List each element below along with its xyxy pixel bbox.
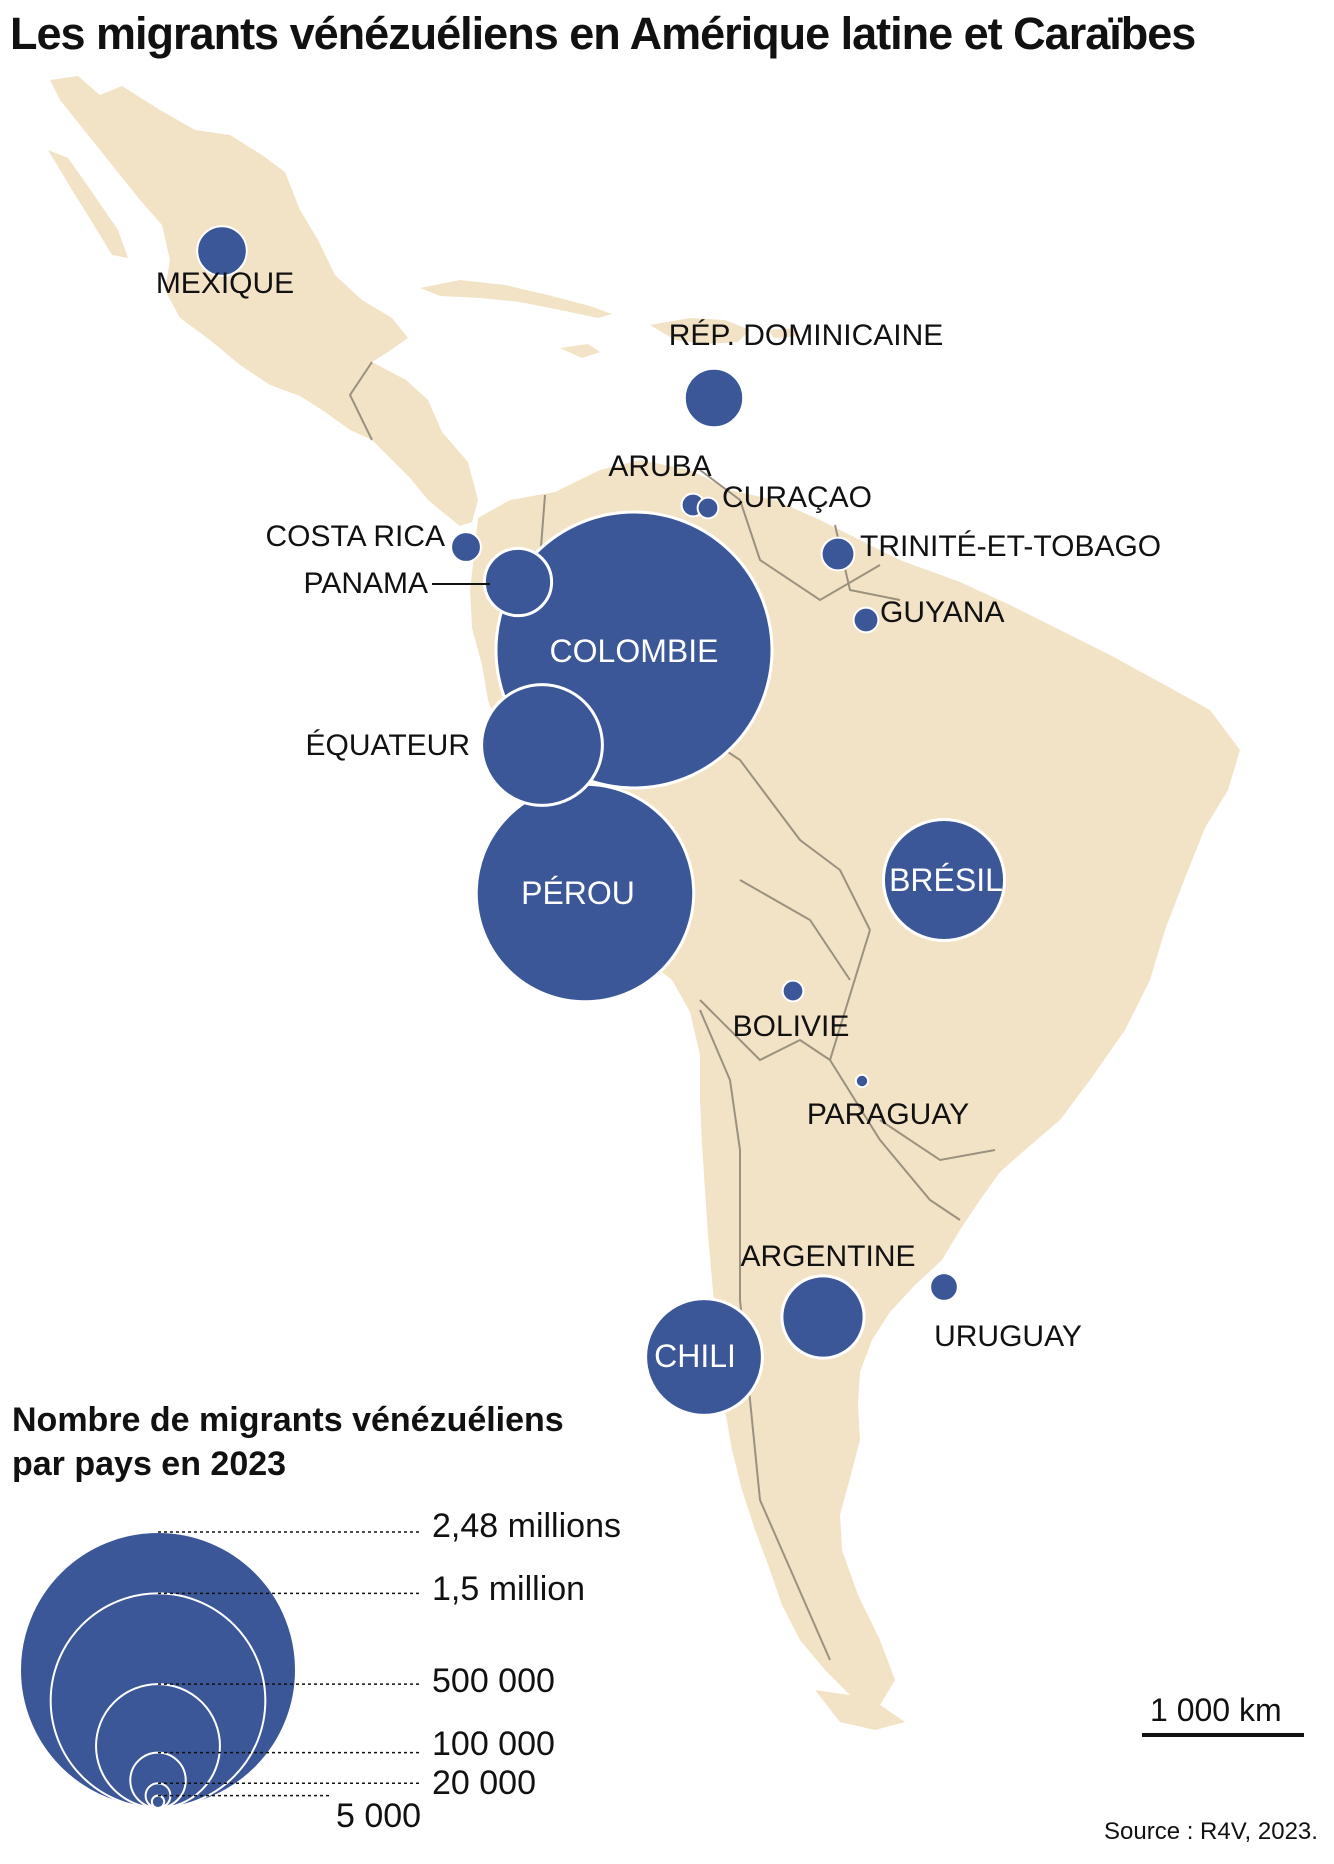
trinite-et-tobago-label: TRINITÉ-ET-TOBAGO	[860, 530, 1161, 563]
land-tierra-del-fuego	[815, 1690, 905, 1730]
guyana-bubble	[852, 606, 880, 634]
equateur-label: ÉQUATEUR	[306, 729, 470, 762]
scale-label: 1 000 km	[1150, 1692, 1282, 1728]
legend-label: 20 000	[432, 1764, 536, 1802]
map-title: Les migrants vénézuéliens en Amérique la…	[10, 8, 1196, 59]
curacao-label: CURAÇAO	[722, 481, 872, 514]
land-cuba	[420, 280, 612, 318]
chili-bubble	[644, 1297, 764, 1417]
land-hispaniola	[650, 318, 750, 344]
uruguay-label: URUGUAY	[934, 1320, 1082, 1353]
equateur-bubble	[480, 683, 604, 807]
border-line	[699, 929, 871, 1062]
land-jamaica	[560, 344, 600, 358]
costa-rica-bubble	[450, 531, 482, 563]
bresil-label: BRÉSIL	[889, 862, 1003, 898]
legend-label: 2,48 millions	[432, 1507, 621, 1545]
argentine-bubble	[780, 1274, 866, 1360]
guyana-label: GUYANA	[880, 596, 1004, 629]
legend-title-line2: par pays en 2023	[12, 1445, 287, 1483]
rep-dominicaine-label: RÉP. DOMINICAINE	[669, 319, 944, 352]
perou-label: PÉROU	[521, 875, 635, 911]
legend-label: 5 000	[336, 1797, 421, 1835]
mexique-label: MEXIQUE	[156, 267, 294, 300]
aruba-label: ARUBA	[608, 450, 711, 483]
bolivie-bubble	[781, 979, 805, 1003]
legend-label: 1,5 million	[432, 1570, 585, 1608]
argentine-label: ARGENTINE	[740, 1240, 915, 1273]
border-line	[699, 469, 881, 602]
land-north-central-america	[50, 76, 478, 526]
costa-rica-label: COSTA RICA	[266, 520, 445, 553]
paraguay-label: PARAGUAY	[807, 1098, 969, 1131]
legend-circle	[150, 1794, 166, 1809]
curacao-bubble	[696, 496, 720, 520]
bresil-bubble	[881, 817, 1007, 943]
legend-title: Nombre de migrants vénézuéliens par pays…	[12, 1398, 564, 1486]
legend-label: 500 000	[432, 1662, 555, 1700]
legend-label: 100 000	[432, 1725, 555, 1763]
legend: 2,48 millions 1,5 million 500 000 100 00020…	[19, 1507, 621, 1835]
border-line	[699, 1009, 831, 1661]
bubble-layer	[196, 225, 1007, 1417]
uruguay-bubble	[929, 1272, 959, 1302]
land-puerto-rico	[768, 328, 800, 338]
chili-label: CHILI	[654, 1338, 736, 1374]
border-line	[739, 879, 851, 981]
scale-bar	[1142, 1733, 1304, 1737]
label-layer: MEXIQUE RÉP. DOMINICAINE ARUBA CURAÇAO COSTA…	[156, 267, 1161, 1374]
bolivie-label: BOLIVIE	[733, 1010, 850, 1043]
border-line	[829, 1059, 961, 1221]
border-line	[879, 1119, 996, 1162]
trinite-et-tobago-bubble	[820, 536, 856, 572]
panama-bubble	[482, 546, 554, 618]
panama-label: PANAMA	[304, 567, 428, 600]
land-baja	[48, 150, 128, 258]
legend-title-line1: Nombre de migrants vénézuéliens	[12, 1401, 564, 1439]
colombie-label: COLOMBIE	[550, 633, 719, 669]
paraguay-bubble	[854, 1073, 870, 1089]
source-note: Source : R4V, 2023.	[1104, 1818, 1318, 1845]
border-line	[348, 361, 373, 441]
rep-dominicaine-bubble	[682, 366, 746, 430]
mexique-bubble	[196, 225, 248, 277]
